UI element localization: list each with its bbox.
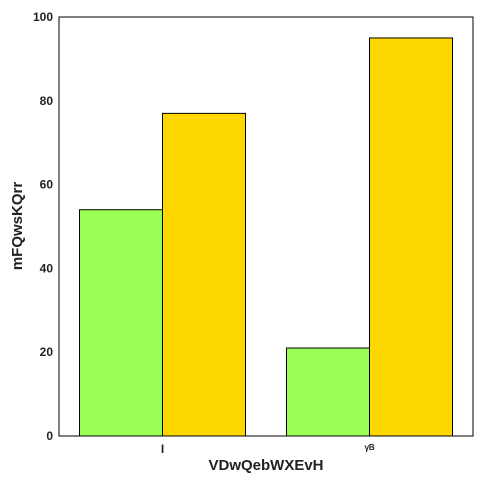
y-tick-label: 0 — [46, 429, 53, 443]
x-tick-label: ᵞᴮ — [364, 442, 375, 456]
bar-1-series-2 — [162, 112, 246, 437]
y-tick-label: 60 — [40, 178, 54, 192]
y-tick-label: 80 — [40, 94, 54, 108]
y-tick-label: 40 — [40, 261, 54, 275]
y-tick-label: 20 — [40, 345, 54, 359]
bar-2-series-1 — [286, 347, 370, 437]
y-axis-title: mFQwsKQrr — [9, 182, 26, 271]
plot-frame — [58, 16, 474, 437]
bar-2-series-2 — [369, 37, 453, 437]
y-tick-label: 100 — [33, 10, 53, 24]
x-tick-label: I — [161, 442, 164, 456]
bars-group — [79, 37, 453, 437]
x-axis-title: VDwQebWXEvH — [208, 457, 323, 474]
bar-1-series-1 — [79, 209, 163, 437]
y-axis-ticks: 0 20 40 60 80 100 — [33, 10, 53, 443]
